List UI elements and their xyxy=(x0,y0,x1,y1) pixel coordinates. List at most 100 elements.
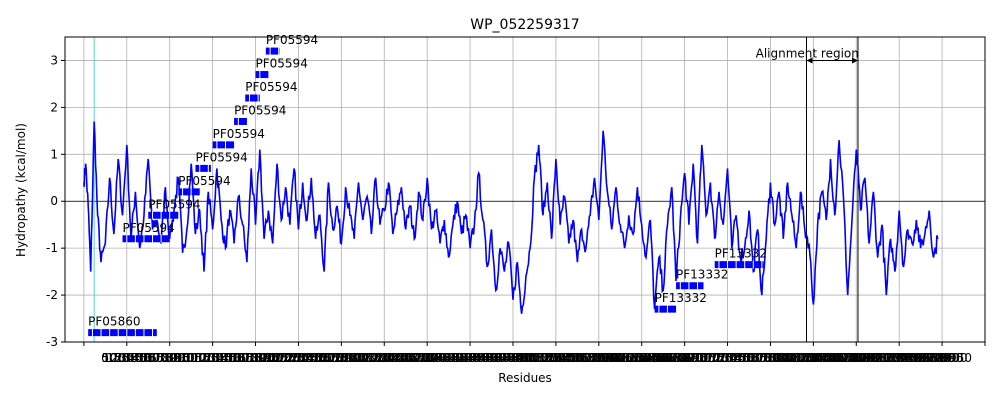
domain-marker: PF05594 xyxy=(178,174,231,196)
x-tick-label: 9800 xyxy=(929,351,960,365)
x-tick-label: 6000 xyxy=(603,351,634,365)
x-tick-label: 8850 xyxy=(847,351,878,365)
x-tick-label: 8350 xyxy=(804,351,835,365)
x-tick-label: 1750 xyxy=(240,351,271,365)
x-tick-label: 1550 xyxy=(222,351,253,365)
x-tick-label: 4250 xyxy=(454,351,485,365)
ticks: -3-2-10123050100150200250300350400450500… xyxy=(46,53,986,365)
x-tick-label: 7300 xyxy=(715,351,746,365)
x-tick-label: 1600 xyxy=(227,351,258,365)
x-tick-label: 8900 xyxy=(852,351,883,365)
x-tick-label: 4950 xyxy=(513,351,544,365)
domain-marker: PF13332 xyxy=(654,291,707,314)
domain-marker: PF13332 xyxy=(714,247,767,269)
alignment-arrow-left-head xyxy=(806,57,813,64)
x-tick-label: 1350 xyxy=(205,351,236,365)
x-tick-label: 7350 xyxy=(719,351,750,365)
x-tick-label: 4050 xyxy=(436,351,467,365)
x-tick-label: 2850 xyxy=(334,351,365,365)
x-tick-label: 2200 xyxy=(278,351,309,365)
x-tick-label: 1850 xyxy=(248,351,279,365)
x-tick-label: 9400 xyxy=(894,351,925,365)
x-tick-label: 3300 xyxy=(372,351,403,365)
x-tick-label: 1800 xyxy=(244,351,275,365)
x-tick-label: 1700 xyxy=(235,351,266,365)
x-tick-label: 9000 xyxy=(860,351,891,365)
x-tick-label: 1400 xyxy=(210,351,241,365)
x-tick-label: 3550 xyxy=(394,351,425,365)
x-tick-label: 6950 xyxy=(685,351,716,365)
x-tick-label: 5600 xyxy=(569,351,600,365)
x-tick-label: 2150 xyxy=(274,351,305,365)
y-tick-label: -1 xyxy=(46,241,58,255)
x-tick-label: 5250 xyxy=(539,351,570,365)
domain-label: PF05594 xyxy=(195,150,247,164)
x-tick-label: 7100 xyxy=(697,351,728,365)
x-tick-label: 3000 xyxy=(347,351,378,365)
x-tick-label: 3200 xyxy=(364,351,395,365)
x-tick-label: 7200 xyxy=(706,351,737,365)
alignment-region-label: Alignment region xyxy=(756,46,859,60)
x-tick-label: 3850 xyxy=(419,351,450,365)
x-tick-label: 6200 xyxy=(620,351,651,365)
x-tick-label: 300 xyxy=(119,351,142,365)
x-tick-label: 3150 xyxy=(359,351,390,365)
x-tick-label: 6650 xyxy=(659,351,690,365)
x-tick-label: 2700 xyxy=(321,351,352,365)
x-tick-label: 600 xyxy=(145,351,168,365)
plot-frame xyxy=(64,36,986,343)
x-tick-label: 7450 xyxy=(727,351,758,365)
domain-marker: PF05594 xyxy=(122,221,175,243)
x-tick-label: 8550 xyxy=(822,351,853,365)
domain-label: PF05594 xyxy=(148,197,200,211)
x-tick-label: 5100 xyxy=(526,351,557,365)
x-tick-label: 3350 xyxy=(376,351,407,365)
x-tick-label: 7700 xyxy=(749,351,780,365)
x-tick-label: 9850 xyxy=(933,351,964,365)
x-tick-label: 8700 xyxy=(834,351,865,365)
x-tick-label: 7150 xyxy=(702,351,733,365)
x-tick-label: 7050 xyxy=(693,351,724,365)
alignment-region: Alignment region xyxy=(756,46,859,64)
x-tick-label: 5150 xyxy=(531,351,562,365)
x-tick-label: 2900 xyxy=(338,351,369,365)
x-tick-label: 7400 xyxy=(723,351,754,365)
x-tick-label: 6700 xyxy=(663,351,694,365)
x-tick-label: 4750 xyxy=(496,351,527,365)
x-tick-label: 6800 xyxy=(672,351,703,365)
x-tick-label: 1000 xyxy=(175,351,206,365)
x-tick-label: 4650 xyxy=(488,351,519,365)
x-tick-label: 4400 xyxy=(466,351,497,365)
x-tick-label: 9750 xyxy=(924,351,955,365)
x-tick-label: 9600 xyxy=(911,351,942,365)
x-tick-label: 5700 xyxy=(578,351,609,365)
x-tick-label: 3450 xyxy=(385,351,416,365)
x-tick-label: 700 xyxy=(153,351,176,365)
x-tick-label: 7850 xyxy=(762,351,793,365)
x-tick-label: 3100 xyxy=(355,351,386,365)
x-tick-label: 8100 xyxy=(783,351,814,365)
x-tick-label: 5000 xyxy=(518,351,549,365)
domain-label: PF05594 xyxy=(245,80,297,94)
x-tick-label: 3800 xyxy=(415,351,446,365)
x-tick-label: 2800 xyxy=(329,351,360,365)
x-tick-label: 9650 xyxy=(916,351,947,365)
x-tick-label: 5950 xyxy=(599,351,630,365)
x-tick-label: 2650 xyxy=(317,351,348,365)
x-tick-label: 1050 xyxy=(180,351,211,365)
x-tick-label: 4550 xyxy=(479,351,510,365)
x-tick-label: 3050 xyxy=(351,351,382,365)
x-tick-label: 200 xyxy=(111,351,134,365)
x-tick-label: 2600 xyxy=(312,351,343,365)
x-tick-label: 8450 xyxy=(813,351,844,365)
x-tick-label: 8650 xyxy=(830,351,861,365)
x-tick-label: 4450 xyxy=(471,351,502,365)
x-tick-label: 350 xyxy=(124,351,147,365)
x-tick-label: 9550 xyxy=(907,351,938,365)
x-tick-label: 4200 xyxy=(449,351,480,365)
domain-marker: PF05594 xyxy=(245,80,298,102)
x-tick-label: 2000 xyxy=(261,351,292,365)
x-tick-label: 50 xyxy=(102,351,117,365)
x-tick-label: 8200 xyxy=(792,351,823,365)
x-tick-label: 6900 xyxy=(680,351,711,365)
